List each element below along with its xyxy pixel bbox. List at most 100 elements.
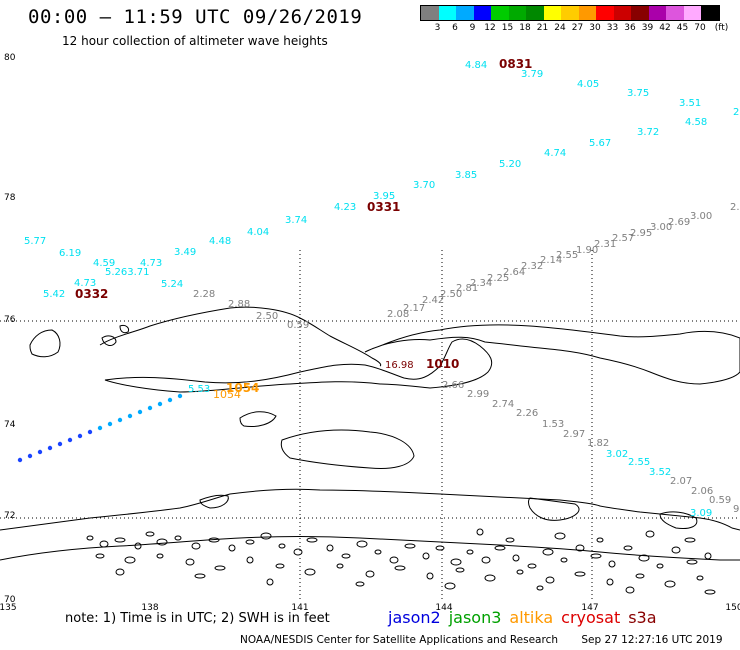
coastline-bay	[199, 494, 229, 509]
legend-tick-label: 6	[452, 23, 458, 33]
lake-outline	[560, 557, 568, 563]
legend-tick-label: 42	[659, 23, 671, 33]
wave-height-value: 5.42	[43, 289, 65, 300]
page-title: 00:00 – 11:59 UTC 09/26/2019	[28, 6, 363, 28]
wave-height-value: 2.25	[487, 273, 509, 284]
wave-height-value: 2.06	[691, 486, 713, 497]
credit-line: NOAA/NESDIS Center for Satellite Applica…	[240, 634, 723, 646]
wave-height-value: 6.19	[59, 248, 81, 259]
coastline-small-isle-2	[119, 325, 129, 334]
wave-height-value: 1.53	[542, 419, 564, 430]
lake-outline	[575, 544, 585, 552]
wave-height-value: 2.32	[521, 261, 543, 272]
color-legend: 3 6 9 12 15 18 21 24 27 30 33 36 39 42 45 70 (ft)	[420, 5, 729, 35]
longitude-tick-label: 138	[141, 603, 158, 613]
lake-outline	[114, 537, 126, 543]
legend-swatch	[683, 6, 701, 20]
satellite-name: altika	[509, 608, 554, 627]
lake-outline	[185, 558, 195, 566]
lake-outline	[404, 543, 416, 549]
lake-outline	[278, 543, 286, 549]
track-point	[107, 421, 113, 427]
legend-tick-label: 9	[469, 23, 476, 33]
lake-outline	[174, 535, 182, 541]
lake-outline	[684, 537, 696, 543]
wave-height-value: 5.24	[161, 279, 183, 290]
wave-height-value: 2.31	[594, 239, 616, 250]
legend-tick-label: 30	[589, 23, 601, 33]
lake-outline	[194, 573, 206, 579]
wave-height-value: 1.82	[587, 438, 609, 449]
legend-ticks: 3 6 9 12 15 18 21 24 27 30 33 36 39 42 45 70 (ft)	[420, 21, 729, 35]
wave-height-value: 4.05	[577, 79, 599, 90]
wave-height-value: 2.50	[440, 289, 462, 300]
legend-tick-label: 33	[606, 23, 619, 33]
lake-outline	[466, 549, 474, 555]
satellite-key: jason2 jason3 altika cryosat s3a	[388, 608, 665, 627]
lake-outline	[214, 565, 226, 571]
legend-swatch	[421, 6, 439, 20]
footnote: note: 1) Time is in UTC; 2) SWH is in fe…	[65, 611, 330, 626]
legend-tick-label: 3	[434, 23, 441, 33]
lake-outline	[336, 563, 344, 569]
lake-outline	[704, 589, 716, 595]
satellite-name: cryosat	[561, 608, 621, 627]
wave-height-value: 5.67	[589, 138, 611, 149]
lake-outline	[516, 569, 524, 575]
legend-tick-label: 39	[641, 23, 654, 33]
wave-height-value: 2.66	[442, 380, 464, 391]
lake-outline	[389, 556, 399, 564]
legend-tick-label: 36	[624, 23, 636, 33]
coastlines	[0, 306, 740, 561]
legend-swatches	[420, 5, 720, 21]
track-point	[57, 441, 63, 447]
track-point	[17, 457, 23, 463]
lake-outline	[245, 539, 255, 545]
lake-outline	[426, 572, 434, 580]
lake-outline	[356, 540, 368, 548]
wave-height-value: 3.00	[650, 222, 672, 233]
legend-swatch	[508, 6, 526, 20]
legend-swatch	[613, 6, 631, 20]
wave-height-value: 2.26	[516, 408, 538, 419]
lake-outline	[304, 568, 316, 576]
wave-height-value: 2.14	[540, 255, 562, 266]
satellite-name: s3a	[628, 608, 657, 627]
wave-height-value: 1.90	[576, 245, 598, 256]
legend-swatch	[596, 6, 614, 20]
wave-height-value: 2.97	[563, 429, 585, 440]
wave-height-value: 1054	[213, 388, 241, 401]
wave-height-value: 2.17	[403, 303, 425, 314]
coastline-stolbovoy	[239, 411, 277, 427]
lake-outline	[606, 578, 614, 586]
legend-swatch	[456, 6, 474, 20]
latitude-tick-label: 74	[4, 420, 16, 430]
track-point	[117, 417, 123, 423]
lake-outline	[656, 563, 664, 569]
wave-height-value: 4.84	[465, 60, 487, 71]
wave-height-value: 3.95	[373, 191, 395, 202]
wave-height-value: 2.57	[612, 233, 634, 244]
wave-height-value: 2.55	[628, 457, 650, 468]
wave-height-value: 2.34	[470, 278, 492, 289]
lake-outline	[145, 531, 155, 537]
coastline-bennett-island	[29, 329, 61, 358]
coastline-mainland	[0, 488, 740, 531]
wave-height-value: 2.69	[668, 217, 690, 228]
coastline-inner-lake	[659, 511, 698, 529]
wave-height-value: 3.70	[413, 180, 435, 191]
lake-outline	[228, 544, 236, 552]
lake-outline	[134, 542, 142, 550]
wave-height-value: 3.49	[174, 247, 196, 258]
wave-height-value: 2.99	[467, 389, 489, 400]
satellite-name: jason3	[448, 608, 502, 627]
lake-outline	[156, 538, 168, 546]
lake-outline	[481, 556, 491, 564]
lake-outline	[86, 535, 94, 541]
wave-height-value: 4.04	[247, 227, 269, 238]
wave-height-value: 5.20	[499, 159, 521, 170]
legend-tick-label: 15	[501, 23, 514, 33]
wave-height-value: 2.08	[387, 309, 409, 320]
legend-tick-label: 12	[484, 23, 496, 33]
